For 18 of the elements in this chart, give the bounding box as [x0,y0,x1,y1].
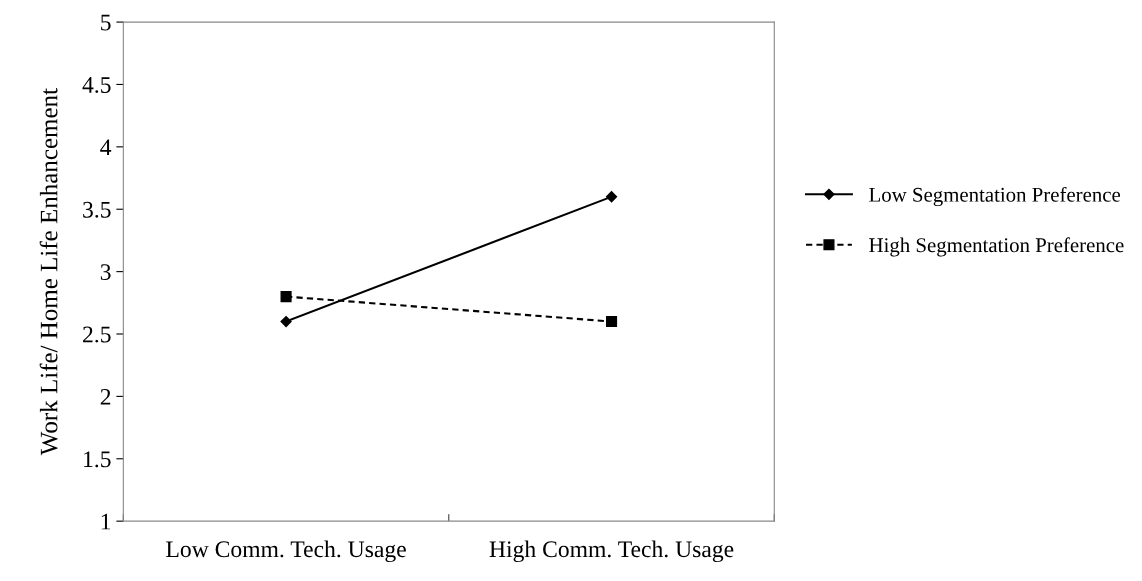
y-tick-label: 2.5 [83,326,111,343]
point [280,315,292,328]
y-tick-label: 1.5 [84,451,111,468]
y-tick-label: 2 [100,388,111,405]
y-axis-title: Work Life/ Home Life Enhancement [39,88,58,456]
point [605,191,618,203]
y-tick-label: 4.5 [82,77,111,93]
legend-label: Low Segmentation Preference [869,186,1121,207]
y-tick-label: 5 [101,14,111,31]
point [605,315,618,328]
y-tick-label: 3 [100,264,111,281]
y-tick-label: 4 [100,139,112,156]
x-tick-label: High Comm. Tech. Usage [489,540,734,563]
y-tick-label: 3.5 [83,201,111,218]
y-tick-label: 1 [101,513,111,530]
legend-label: High Segmentation Preference [869,237,1124,257]
x-tick-label: Low Comm. Tech. Usage [166,540,406,563]
point [280,291,292,303]
